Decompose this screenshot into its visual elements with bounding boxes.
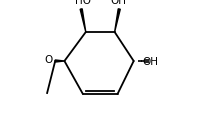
- Text: OH: OH: [110, 0, 125, 6]
- Polygon shape: [80, 10, 85, 33]
- Text: O: O: [44, 55, 53, 64]
- Polygon shape: [114, 10, 120, 33]
- Text: OH: OH: [142, 56, 158, 66]
- Text: HO: HO: [75, 0, 91, 6]
- Polygon shape: [55, 60, 64, 62]
